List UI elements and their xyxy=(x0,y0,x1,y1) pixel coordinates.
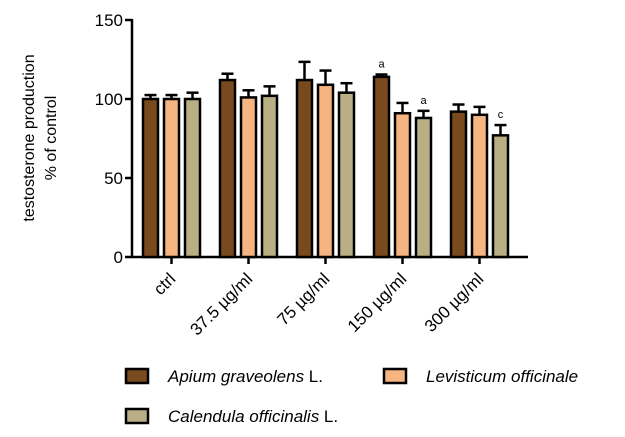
legend-swatch xyxy=(382,367,408,385)
bar xyxy=(449,110,468,259)
bar xyxy=(239,96,258,259)
significance-label: a xyxy=(378,59,385,71)
legend-label-suffix: L. xyxy=(319,407,338,426)
legend-label: Apium graveolens L. xyxy=(167,367,323,386)
x-tick-label: 150 µg/ml xyxy=(344,269,410,335)
legend-swatch xyxy=(124,407,150,425)
x-tick-label: ctrl xyxy=(150,269,179,298)
y-tick-label: 0 xyxy=(114,248,123,267)
x-ticks: ctrl 37.5 µg/ml 75 µg/ml 150 µg/ml 300 µg/ml xyxy=(150,257,487,339)
y-axis-title-text: testosterone production % of control xyxy=(21,54,60,221)
legend-label-italic: Levisticum officinale xyxy=(426,367,578,386)
y-axis-title-line: % of control xyxy=(43,96,60,180)
bars: a a c xyxy=(141,59,510,259)
legend-label: Calendula officinalis L. xyxy=(168,407,338,426)
x-tick-label: 37.5 µg/ml xyxy=(187,269,257,339)
bar xyxy=(162,97,181,259)
legend-label-italic: Apium graveolens xyxy=(167,367,305,386)
bar xyxy=(393,111,412,259)
bar xyxy=(295,78,314,259)
bar xyxy=(260,94,279,259)
y-axis-title: testosterone production % of control xyxy=(21,54,60,221)
y-tick-label: 100 xyxy=(95,90,123,109)
bar xyxy=(316,83,335,259)
bar xyxy=(491,134,510,259)
y-axis-title-line: testosterone production xyxy=(21,54,38,221)
bar xyxy=(372,75,391,259)
y-tick-label: 50 xyxy=(104,169,123,188)
y-tick-label: 150 xyxy=(95,11,123,30)
bar xyxy=(141,97,160,259)
significance-label: a xyxy=(420,95,427,107)
significance-label: c xyxy=(498,109,504,121)
bar xyxy=(414,116,433,259)
bar xyxy=(337,91,356,259)
y-ticks: 0 50 100 150 xyxy=(95,11,132,267)
x-tick-label: 75 µg/ml xyxy=(274,269,334,329)
bar xyxy=(218,78,237,259)
legend-swatch xyxy=(124,367,150,385)
bar xyxy=(183,97,202,259)
bar xyxy=(470,113,489,259)
legend-label-italic: Calendula officinalis xyxy=(168,407,320,426)
legend-label-suffix: L. xyxy=(304,367,323,386)
legend: Apium graveolens L. Levisticum officinale… xyxy=(124,367,578,426)
x-tick-label: 300 µg/ml xyxy=(421,269,487,335)
legend-label: Levisticum officinale xyxy=(426,367,578,386)
